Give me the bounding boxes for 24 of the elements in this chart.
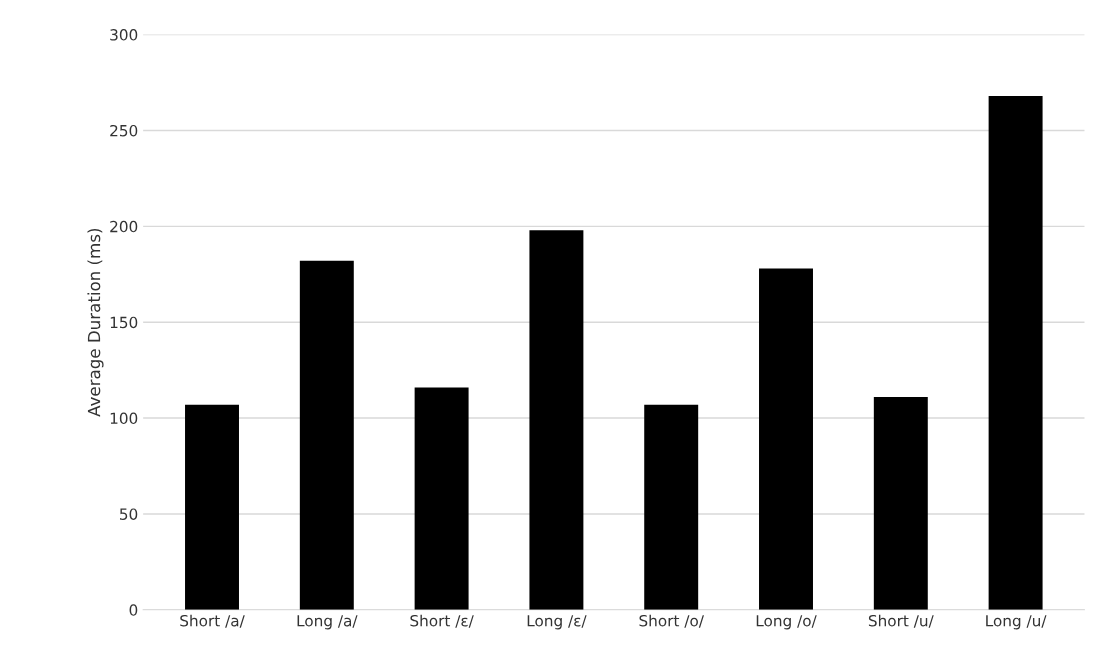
bar xyxy=(529,230,584,610)
y-axis-title: Average Duration (ms) xyxy=(87,228,104,417)
x-tick-label: Short /u/ xyxy=(868,614,934,628)
y-tick-label: 300 xyxy=(110,29,138,41)
y-tick-label: 200 xyxy=(110,220,138,233)
y-tick-label: 150 xyxy=(110,316,138,329)
x-tick-label: Long /o/ xyxy=(756,615,817,630)
x-tick-label: Long /ɛ/ xyxy=(527,615,587,630)
bar xyxy=(414,387,469,610)
bar xyxy=(759,268,813,610)
y-tick-label: 0 xyxy=(129,604,138,616)
bar xyxy=(644,404,699,610)
x-tick-label: Short /ɛ/ xyxy=(410,614,474,628)
x-tick-label: Short /a/ xyxy=(180,614,245,628)
bar xyxy=(873,396,928,610)
bar xyxy=(988,95,1043,610)
x-tick-label: Short /o/ xyxy=(639,614,704,628)
x-tick-label: Long /a/ xyxy=(297,615,358,630)
bar xyxy=(299,260,354,610)
x-tick-label: Long /u/ xyxy=(986,615,1047,630)
y-tick-label: 50 xyxy=(120,508,138,520)
y-tick-label: 100 xyxy=(110,412,138,425)
y-tick-label: 250 xyxy=(110,124,138,137)
bar xyxy=(185,404,239,610)
